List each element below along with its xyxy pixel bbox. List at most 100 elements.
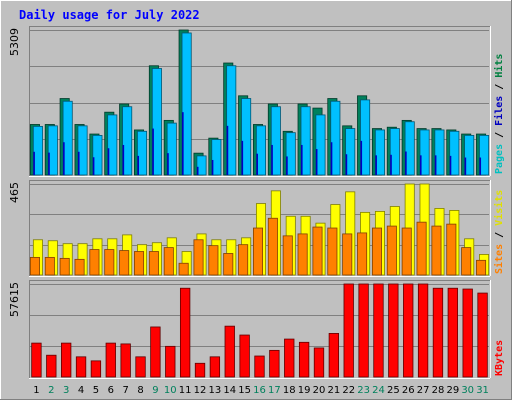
bar-kbytes [120, 343, 131, 378]
bar-sites [44, 256, 55, 276]
bar-files [404, 121, 415, 176]
legend-visits: Visits [493, 190, 505, 226]
bar-sites [74, 258, 85, 276]
y-max-label: 57615 [8, 282, 21, 317]
bar-kbytes [417, 283, 429, 378]
bar-sites [208, 245, 219, 276]
panel-kbytes: 57615 KBytes [8, 280, 505, 379]
bar-sites [148, 251, 159, 276]
bar-kbytes [90, 360, 102, 378]
bar-sites [29, 256, 40, 276]
x-tick-label: 10 [164, 385, 177, 396]
x-tick-label: 24 [372, 385, 385, 396]
bar-sites [282, 235, 293, 276]
bar-pages [77, 151, 80, 175]
bar-files [270, 106, 281, 176]
bar-sites [267, 217, 278, 276]
bar-sites [386, 225, 397, 276]
bar-kbytes [432, 287, 444, 378]
bar-pages [48, 152, 50, 175]
bar-sites [461, 247, 472, 276]
bar-kbytes [358, 283, 369, 378]
x-tick-label: 29 [446, 385, 459, 396]
bar-files [434, 129, 445, 176]
bar-pages [167, 153, 169, 175]
bar-pages [464, 157, 467, 175]
bar-files [285, 132, 296, 176]
bar-sites [238, 244, 249, 276]
bar-sites [252, 227, 264, 276]
bar-pages [419, 155, 422, 175]
bar-pages [375, 155, 377, 175]
bar-pages [211, 159, 214, 175]
bar-kbytes [209, 356, 221, 378]
x-tick-label: 6 [108, 385, 114, 396]
bar-pages [360, 140, 363, 175]
bar-pages [479, 157, 482, 175]
legend-sites: Sites [493, 244, 505, 274]
chart-title: Daily usage for July 2022 [19, 8, 200, 22]
bar-files [47, 125, 58, 176]
bar-sites [476, 259, 487, 276]
bar-pages [434, 155, 437, 175]
bar-kbytes [46, 354, 57, 378]
bar-pages [63, 142, 65, 175]
x-tick-label: 13 [209, 385, 222, 396]
x-tick-label: 3 [63, 385, 69, 396]
bar-pages [241, 140, 244, 175]
bar-files [77, 125, 88, 176]
legend-files: Files [493, 96, 505, 126]
x-tick-label: 22 [342, 385, 355, 396]
bar-pages [405, 151, 407, 175]
bar-sites [357, 232, 368, 276]
bar-kbytes [165, 345, 176, 378]
bar-files [464, 134, 475, 176]
bar-kbytes [254, 355, 265, 378]
bar-pages [271, 144, 273, 175]
bar-sites [104, 249, 115, 276]
bar-kbytes [328, 333, 340, 378]
x-tick-label: 23 [357, 385, 370, 396]
bar-files [374, 129, 385, 176]
bar-files [107, 114, 118, 176]
chart-panels: 5309 Pages / Files / Hits 465 Sites / Visit… [8, 26, 505, 379]
bar-kbytes [269, 349, 280, 378]
bar-files [181, 32, 192, 176]
x-tick-label: 21 [327, 385, 340, 396]
bar-files [360, 99, 371, 176]
bar-sites [431, 225, 442, 276]
bar-kbytes [179, 287, 191, 378]
legend-hits: Hits [493, 54, 505, 78]
x-tick-label: 14 [223, 385, 236, 396]
bar-kbytes [477, 292, 488, 378]
bar-sites [163, 247, 174, 276]
bar-files [211, 139, 222, 176]
y-axis-legend: Sites / Visits [493, 190, 505, 274]
bar-files [241, 98, 252, 176]
bar-pages [449, 155, 452, 175]
x-tick-label: 30 [461, 385, 474, 396]
x-tick-label: 2 [48, 385, 54, 396]
legend-separator: / [494, 126, 505, 144]
bar-pages [137, 155, 140, 175]
bar-sites [401, 227, 412, 276]
x-tick-label: 17 [268, 385, 281, 396]
bar-kbytes [194, 362, 206, 378]
bar-kbytes [388, 283, 399, 378]
bar-kbytes [343, 283, 354, 378]
bar-sites [119, 250, 130, 276]
bar-sites [134, 251, 145, 276]
bar-files [151, 68, 162, 176]
panel-hits-files-pages: 5309 Pages / Files / Hits [8, 26, 505, 177]
x-tick-label: 19 [298, 385, 311, 396]
bar-pages [182, 112, 184, 175]
y-axis-legend: Pages / Files / Hits [493, 54, 505, 174]
bar-pages [196, 166, 199, 175]
bar-kbytes [403, 283, 414, 378]
bar-pages [92, 157, 95, 175]
x-tick-label: 16 [253, 385, 266, 396]
legend-pages: Pages [494, 144, 505, 174]
bar-kbytes [373, 283, 384, 378]
bar-files [32, 125, 43, 176]
